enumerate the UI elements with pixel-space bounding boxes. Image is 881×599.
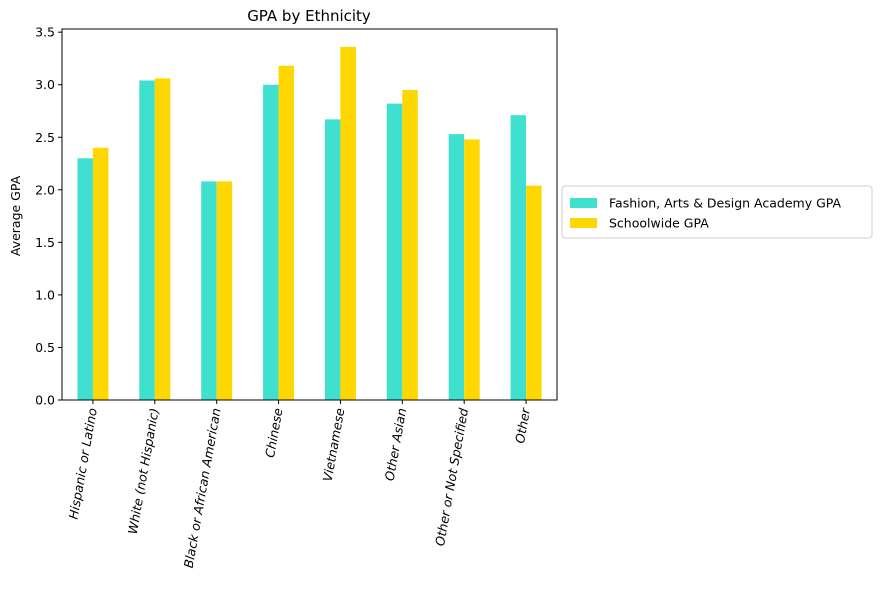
bar-academy-0: [77, 158, 93, 400]
x-tick-label: White (not Hispanic): [125, 407, 162, 535]
y-tick-label: 2.0: [35, 182, 55, 197]
legend-label: Fashion, Arts & Design Academy GPA: [609, 196, 842, 211]
bar-schoolwide-2: [216, 181, 233, 400]
legend-swatch: [570, 198, 597, 208]
plot-frame: [61, 28, 558, 401]
x-tick-label: Chinese: [262, 407, 285, 459]
x-tick-label: Hispanic or Latino: [66, 407, 100, 521]
y-tick-label: 3.0: [35, 77, 55, 92]
y-tick-label: 2.5: [35, 130, 55, 145]
bar-academy-6: [448, 134, 465, 400]
legend-swatch: [570, 218, 597, 228]
y-tick-label: 3.5: [35, 25, 55, 40]
x-tick-label: Black or African American: [181, 407, 224, 569]
bar-schoolwide-1: [154, 78, 171, 401]
bar-schoolwide-0: [92, 147, 109, 400]
bar-academy-3: [263, 84, 279, 400]
bar-schoolwide-7: [526, 185, 542, 400]
legend-label: Schoolwide GPA: [609, 216, 709, 231]
chart-title: GPA by Ethnicity: [247, 7, 371, 25]
y-tick-label: 1.0: [35, 287, 55, 302]
bar-academy-7: [510, 115, 527, 401]
x-tick-label: Other or Not Specified: [432, 407, 471, 547]
bar-schoolwide-4: [340, 46, 356, 401]
bar-schoolwide-5: [402, 89, 418, 401]
plot-area: 0.0 0.5 1.0 1.5 2.0 2.5 3.0 3.5 Hispanic or Lati…: [35, 25, 558, 569]
x-tick-label: Vietnamese: [320, 407, 348, 483]
bar-schoolwide-6: [464, 139, 480, 400]
bar-academy-5: [386, 103, 403, 401]
y-tick-label: 0.5: [35, 340, 55, 355]
bar-academy-4: [324, 119, 341, 400]
y-tick-label: 0.0: [35, 393, 55, 408]
y-tick-label: 1.5: [35, 235, 55, 250]
y-axis-label: Average GPA: [8, 175, 23, 256]
bar-schoolwide-3: [278, 65, 295, 400]
bar-academy-2: [201, 181, 217, 400]
legend-box: [561, 185, 873, 239]
legend: Fashion, Arts & Design Academy GPA School…: [561, 185, 873, 239]
x-tick-label: Other Asian: [382, 407, 410, 482]
bar-academy-1: [139, 80, 155, 400]
x-tick-label: Other: [512, 406, 533, 444]
